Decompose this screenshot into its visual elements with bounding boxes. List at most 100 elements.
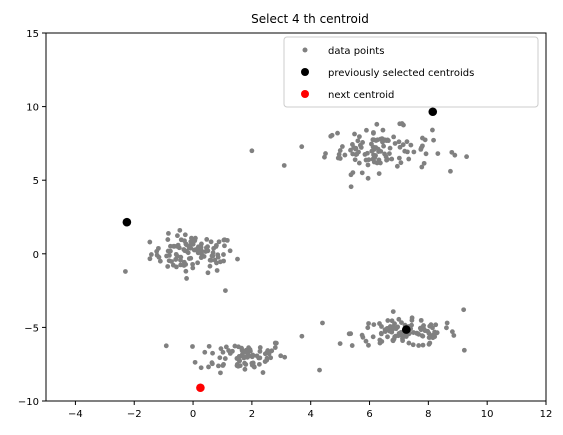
data-point <box>397 144 403 150</box>
data-point <box>349 343 355 348</box>
data-point <box>337 341 343 346</box>
data-point <box>400 336 405 342</box>
legend-marker-data-points <box>302 47 308 53</box>
y-tick-label: 15 <box>26 29 39 40</box>
data-point <box>394 163 400 169</box>
data-point <box>281 163 287 168</box>
data-point <box>390 324 396 329</box>
data-point <box>154 252 160 258</box>
data-point <box>350 170 356 176</box>
y-tick-label: −10 <box>18 397 39 408</box>
data-point <box>241 355 247 361</box>
data-point <box>371 322 377 328</box>
data-point <box>181 247 187 252</box>
data-point <box>189 235 194 241</box>
data-point <box>419 164 425 170</box>
data-point <box>329 132 335 138</box>
data-point <box>428 322 434 328</box>
data-point <box>365 150 370 156</box>
data-point <box>178 237 184 243</box>
data-point <box>227 248 233 254</box>
data-point <box>272 345 278 350</box>
data-point <box>391 134 397 140</box>
data-point <box>323 151 328 156</box>
data-point <box>377 340 383 346</box>
data-point <box>220 349 226 355</box>
data-point <box>364 127 369 133</box>
points-layer <box>122 107 469 393</box>
data-point <box>222 243 227 249</box>
data-point <box>154 248 160 254</box>
data-point <box>390 309 396 314</box>
data-point <box>385 137 390 143</box>
data-point <box>250 353 256 359</box>
data-point <box>419 333 425 339</box>
data-point <box>385 318 391 323</box>
data-point <box>406 156 412 162</box>
x-tick-label: −2 <box>127 409 142 420</box>
data-point <box>183 268 189 274</box>
data-point <box>411 149 417 155</box>
data-point <box>272 340 278 346</box>
x-tick-label: 0 <box>190 409 196 420</box>
data-point <box>354 151 360 157</box>
data-point <box>356 160 362 166</box>
x-tick-label: 12 <box>540 409 553 420</box>
data-point <box>433 322 439 328</box>
data-point <box>373 145 379 150</box>
data-point <box>374 121 380 127</box>
data-point <box>350 142 355 147</box>
data-point <box>220 363 226 368</box>
data-point <box>400 142 406 148</box>
legend-marker-next-centroid <box>301 90 309 98</box>
previous-centroid-point <box>401 325 411 334</box>
data-point <box>377 321 382 326</box>
data-point <box>256 361 262 367</box>
data-point <box>402 148 408 154</box>
data-point <box>389 156 395 162</box>
data-point <box>366 342 371 348</box>
data-point <box>421 160 427 166</box>
data-point <box>380 127 386 133</box>
data-point <box>207 263 213 269</box>
data-point <box>260 370 266 375</box>
data-point <box>148 252 154 257</box>
data-point <box>363 338 369 344</box>
data-point <box>235 256 240 262</box>
x-tick-label: 2 <box>249 409 255 420</box>
data-point <box>217 259 223 265</box>
data-point <box>264 355 270 361</box>
data-point <box>390 338 396 344</box>
data-point <box>246 345 252 351</box>
x-tick-label: 6 <box>366 409 372 420</box>
data-point <box>188 242 194 248</box>
data-point <box>204 236 210 242</box>
data-point <box>444 320 450 326</box>
data-point <box>299 333 305 339</box>
data-point <box>222 356 228 361</box>
data-point <box>278 353 284 359</box>
data-point <box>336 152 342 157</box>
data-point <box>190 265 196 271</box>
data-point <box>218 370 223 376</box>
data-point <box>192 238 198 244</box>
data-point <box>399 320 404 325</box>
data-point <box>416 343 422 348</box>
data-point <box>370 137 376 143</box>
data-point <box>365 162 371 168</box>
data-point <box>239 345 244 351</box>
x-axis: −4 −2 0 2 4 6 8 10 12 <box>68 401 552 420</box>
data-point <box>396 316 402 322</box>
data-point <box>222 237 228 243</box>
x-tick-label: −4 <box>68 409 83 420</box>
data-point <box>218 346 224 352</box>
data-point <box>387 145 393 151</box>
data-point <box>371 159 377 165</box>
data-point <box>358 145 364 150</box>
data-point <box>216 363 221 369</box>
data-point <box>207 257 213 263</box>
data-point <box>366 321 371 326</box>
data-point <box>205 270 211 276</box>
data-point <box>377 160 383 166</box>
data-point <box>379 136 385 141</box>
